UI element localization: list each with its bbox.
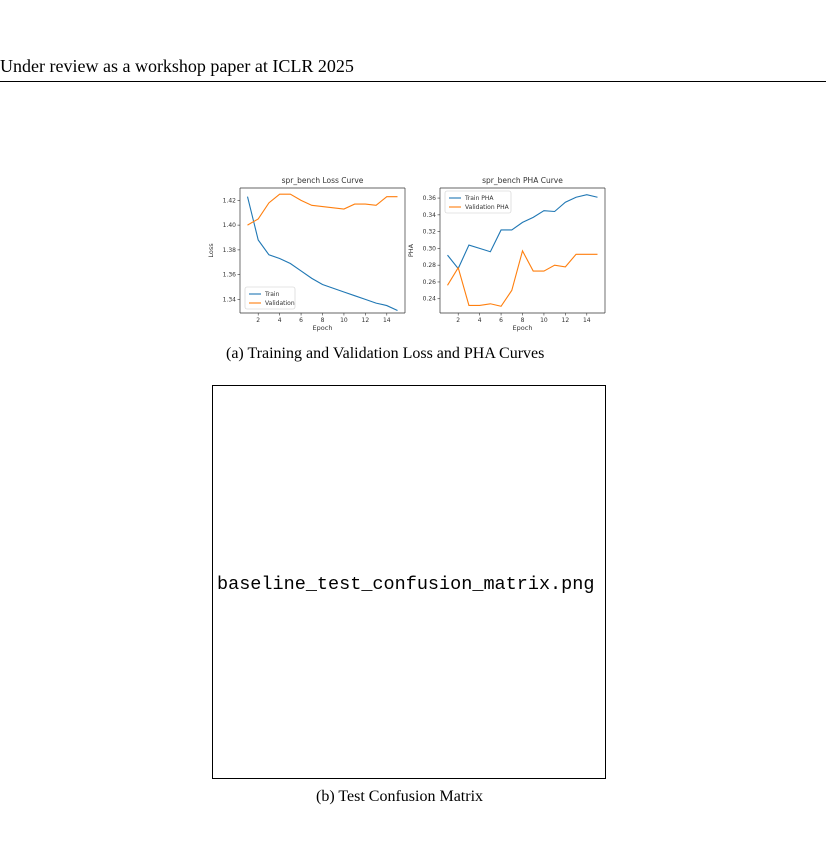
series-line-1: [247, 193, 398, 226]
x-axis-label: Epoch: [313, 324, 333, 332]
chart-title: spr_bench PHA Curve: [482, 176, 563, 185]
x-tick-label: 4: [478, 317, 482, 324]
confusion-matrix-placeholder: baseline_test_confusion_matrix.png: [212, 385, 606, 779]
y-tick-label: 0.34: [423, 212, 437, 219]
x-tick-label: 2: [456, 317, 460, 324]
series-line-0: [447, 194, 598, 270]
y-tick-label: 0.24: [423, 296, 437, 303]
placeholder-filename: baseline_test_confusion_matrix.png: [217, 574, 595, 595]
y-tick-label: 1.38: [223, 247, 237, 254]
y-tick-label: 1.34: [223, 296, 237, 303]
x-axis-label: Epoch: [513, 324, 533, 332]
y-tick-label: 1.36: [223, 272, 237, 279]
running-header: Under review as a workshop paper at ICLR…: [0, 56, 354, 76]
x-tick-label: 10: [540, 317, 548, 324]
legend-label: Validation PHA: [465, 204, 510, 211]
legend-label: Train: [264, 291, 280, 298]
series-line-0: [246, 196, 398, 312]
x-tick-label: 6: [499, 317, 503, 324]
y-tick-label: 0.28: [423, 262, 437, 269]
x-tick-label: 12: [362, 317, 370, 324]
series-line-1: [447, 249, 598, 307]
x-tick-label: 6: [299, 317, 303, 324]
caption-b: (b) Test Confusion Matrix: [316, 788, 484, 805]
header-rule: [0, 81, 826, 82]
y-tick-label: 0.32: [423, 229, 437, 236]
x-tick-label: 14: [583, 317, 591, 324]
y-tick-label: 0.36: [423, 195, 437, 202]
y-tick-label: 0.30: [423, 245, 437, 252]
y-axis-label: Loss: [207, 243, 215, 258]
y-axis-label: PHA: [407, 243, 415, 257]
x-tick-label: 14: [383, 317, 391, 324]
legend-label: Validation: [265, 300, 295, 307]
loss-curve-chart: spr_bench Loss Curve 2 4 6 8 10 12 14 1.34 1.36 1.…: [207, 176, 406, 332]
x-tick-label: 2: [256, 317, 260, 324]
y-tick-label: 1.42: [223, 197, 237, 204]
x-tick-label: 10: [340, 317, 348, 324]
x-tick-label: 4: [278, 317, 282, 324]
caption-a: (a) Training and Validation Loss and PHA…: [226, 345, 545, 362]
x-tick-label: 12: [562, 317, 570, 324]
legend-box: [444, 190, 512, 214]
pha-curve-chart: spr_bench PHA Curve 2 4 6 8 10 12 14 0.24 0.26 0.2…: [407, 176, 606, 332]
x-tick-label: 8: [521, 317, 525, 324]
legend-label: Train PHA: [464, 195, 494, 202]
y-tick-label: 0.26: [423, 279, 437, 286]
chart-title: spr_bench Loss Curve: [282, 176, 364, 185]
y-tick-label: 1.40: [223, 222, 237, 229]
x-tick-label: 8: [321, 317, 325, 324]
